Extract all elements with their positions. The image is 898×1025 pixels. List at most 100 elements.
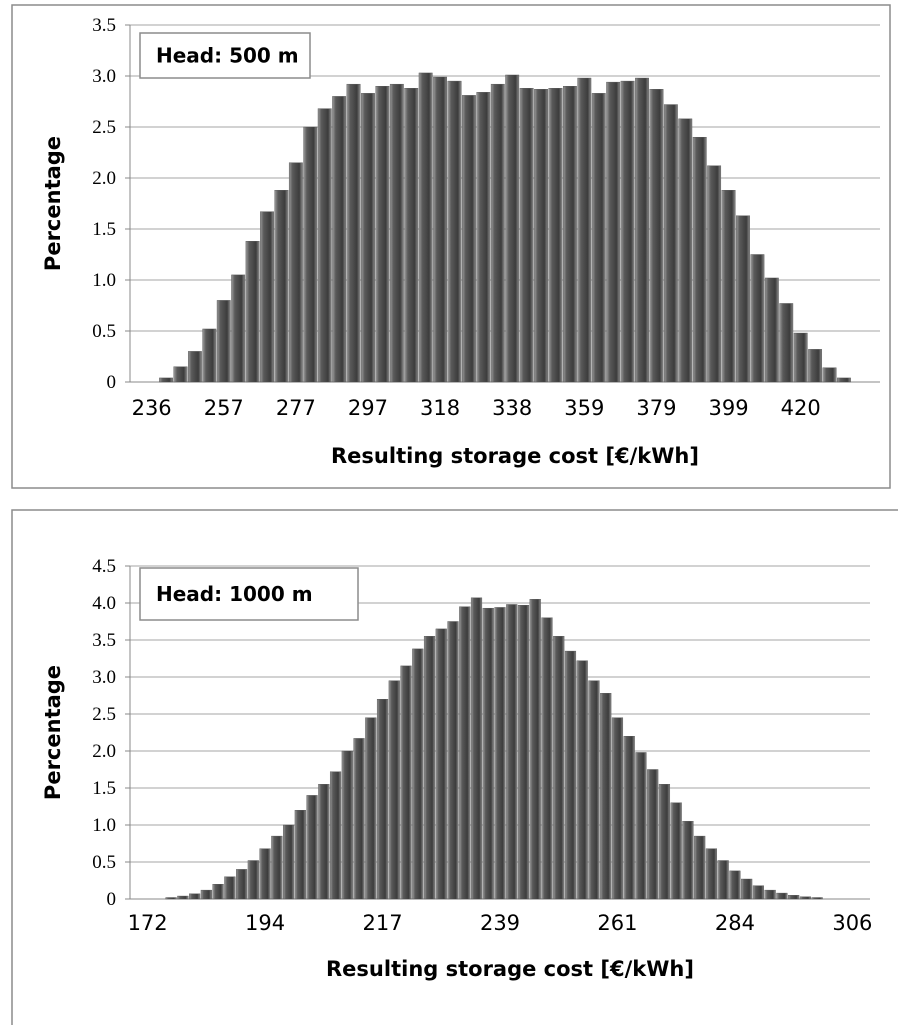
bar <box>649 89 664 383</box>
bar <box>505 74 520 383</box>
bar <box>788 895 800 900</box>
bar <box>779 303 794 383</box>
y-tick-label: 0 <box>107 889 117 910</box>
bar <box>423 636 436 900</box>
x-tick-label: 420 <box>781 396 821 420</box>
bar <box>332 96 347 383</box>
bar <box>707 165 722 383</box>
bar <box>376 699 389 900</box>
bar <box>490 83 505 383</box>
y-tick-label: 1.5 <box>92 778 116 799</box>
bar <box>764 889 776 900</box>
bar <box>822 367 837 383</box>
bar <box>447 80 462 383</box>
y-tick-label: 1.0 <box>92 270 116 291</box>
x-tick-label: 318 <box>420 396 460 420</box>
bar <box>588 680 600 900</box>
bar <box>245 241 260 383</box>
bar <box>187 351 202 383</box>
bar <box>476 92 491 383</box>
bar <box>375 85 390 383</box>
bar <box>459 606 471 900</box>
bar <box>165 897 177 900</box>
y-axis-title: Percentage <box>41 136 65 271</box>
y-tick-label: 3.5 <box>92 630 116 651</box>
bar <box>159 377 173 383</box>
bar <box>435 628 447 900</box>
y-tick-label: 4.0 <box>92 593 116 614</box>
bar <box>329 771 342 900</box>
bar <box>635 77 649 383</box>
bar <box>200 889 212 900</box>
bar <box>189 893 201 900</box>
bar <box>741 878 753 900</box>
x-tick-label: 236 <box>132 396 172 420</box>
x-tick-label: 239 <box>480 911 520 935</box>
y-tick-label: 2.0 <box>92 168 116 189</box>
bar <box>837 377 851 383</box>
bar <box>470 597 483 900</box>
y-tick-label: 0 <box>107 372 117 393</box>
bar <box>811 897 823 900</box>
bar <box>282 824 295 900</box>
bar <box>562 85 577 383</box>
y-axis-title: Percentage <box>41 665 65 800</box>
bar <box>764 277 779 383</box>
y-tick-label: 2.5 <box>92 117 116 138</box>
x-tick-label: 338 <box>492 396 532 420</box>
bar <box>663 104 678 383</box>
y-tick-label: 4.5 <box>92 556 116 577</box>
bar <box>303 126 318 383</box>
x-tick-label: 257 <box>204 396 244 420</box>
bar <box>177 895 189 900</box>
bar <box>793 332 808 383</box>
bar <box>705 848 718 900</box>
x-tick-label: 217 <box>362 911 402 935</box>
bar <box>694 835 706 900</box>
x-tick-label: 306 <box>832 911 872 935</box>
bar <box>541 617 553 900</box>
bar <box>808 349 823 383</box>
x-tick-label: 399 <box>709 396 749 420</box>
x-tick-label: 284 <box>715 911 755 935</box>
x-tick-label: 359 <box>564 396 604 420</box>
bar <box>361 93 375 383</box>
bar <box>611 717 624 900</box>
bar <box>216 300 231 383</box>
bar <box>274 190 289 383</box>
x-tick-label: 277 <box>276 396 316 420</box>
annotation-box <box>139 32 311 79</box>
x-tick-label: 194 <box>245 911 285 935</box>
annotation: Head: 500 m <box>156 44 299 68</box>
bar <box>519 88 534 383</box>
bar <box>247 860 259 900</box>
bar <box>692 136 707 383</box>
bar <box>553 636 565 900</box>
bar <box>576 660 588 900</box>
bar <box>729 870 741 900</box>
y-tick-label: 2.5 <box>92 704 116 725</box>
bar <box>620 80 635 383</box>
bar <box>577 77 592 383</box>
bar <box>517 605 530 900</box>
bar <box>173 366 188 383</box>
x-axis-title: Resulting storage cost [€/kWh] <box>331 444 699 468</box>
bar <box>418 72 433 383</box>
bar <box>534 89 548 383</box>
y-tick-label: 0.5 <box>92 321 116 342</box>
bar <box>529 599 541 900</box>
bar <box>353 738 365 900</box>
bar <box>548 88 563 383</box>
bar <box>494 607 506 900</box>
bar <box>736 215 750 383</box>
y-tick-label: 3.0 <box>92 66 116 87</box>
bar <box>717 860 729 900</box>
bar <box>600 693 612 900</box>
bar <box>462 95 476 383</box>
bar <box>404 88 419 383</box>
bar <box>776 892 788 900</box>
bar <box>317 108 332 383</box>
bar <box>271 835 283 900</box>
bar <box>236 869 248 900</box>
